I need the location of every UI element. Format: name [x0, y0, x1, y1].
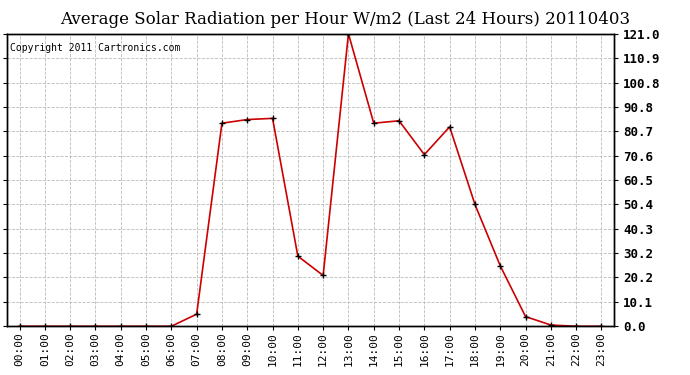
Text: Average Solar Radiation per Hour W/m2 (Last 24 Hours) 20110403: Average Solar Radiation per Hour W/m2 (L…	[60, 11, 630, 28]
Text: Copyright 2011 Cartronics.com: Copyright 2011 Cartronics.com	[10, 42, 180, 52]
